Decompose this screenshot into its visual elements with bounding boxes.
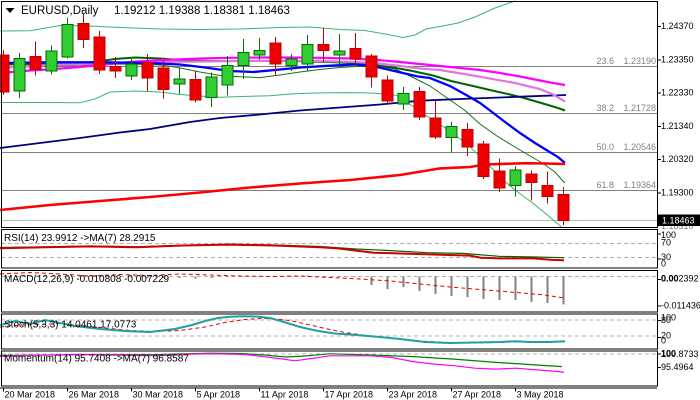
- svg-text:1.19300: 1.19300: [661, 188, 694, 198]
- svg-text:Stoch(5,3,3) 14.0461 17.0773: Stoch(5,3,3) 14.0461 17.0773: [4, 320, 137, 331]
- svg-text:1.21728: 1.21728: [623, 103, 656, 113]
- svg-text:80: 80: [661, 315, 671, 325]
- svg-text:11 Apr 2018: 11 Apr 2018: [261, 390, 309, 400]
- svg-text:1.18463: 1.18463: [662, 216, 695, 226]
- svg-text:17 Apr 2018: 17 Apr 2018: [325, 390, 374, 400]
- svg-text:61.8: 61.8: [596, 180, 614, 190]
- svg-text:1.19364: 1.19364: [623, 180, 656, 190]
- svg-text:0.002392: 0.002392: [661, 274, 699, 284]
- svg-text:3 May 2018: 3 May 2018: [517, 390, 564, 400]
- svg-text:95.4964: 95.4964: [661, 362, 694, 372]
- svg-text:50.0: 50.0: [596, 142, 614, 152]
- svg-text:100.8733: 100.8733: [661, 349, 699, 359]
- svg-text:27 Apr 2018: 27 Apr 2018: [453, 390, 502, 400]
- svg-text:1.23190: 1.23190: [623, 56, 656, 66]
- svg-text:0: 0: [661, 336, 666, 346]
- svg-text:-0.011436: -0.011436: [661, 301, 700, 311]
- svg-text:30: 30: [661, 252, 671, 262]
- svg-text:1.23350: 1.23350: [661, 54, 694, 64]
- svg-text:0: 0: [661, 259, 666, 269]
- svg-text:EURUSD,Daily: EURUSD,Daily: [21, 5, 99, 17]
- svg-text:1.22330: 1.22330: [661, 88, 694, 98]
- svg-text:1.19212 1.19388 1.18381 1.1846: 1.19212 1.19388 1.18381 1.18463: [114, 5, 290, 17]
- svg-text:100: 100: [661, 230, 676, 240]
- svg-text:20 Mar 2018: 20 Mar 2018: [5, 390, 56, 400]
- svg-text:1.20320: 1.20320: [661, 154, 694, 164]
- svg-text:RSI(14) 23.9912 ->MA(7) 28.29: RSI(14) 23.9912 ->MA(7) 28.2915: [4, 233, 156, 244]
- svg-text:38.2: 38.2: [596, 103, 614, 113]
- svg-text:23 Apr 2018: 23 Apr 2018: [389, 390, 438, 400]
- svg-text:1.24370: 1.24370: [661, 21, 694, 31]
- svg-text:1.20546: 1.20546: [623, 142, 656, 152]
- svg-text:26 Mar 2018: 26 Mar 2018: [69, 390, 120, 400]
- svg-text:MACD(12,26,9) -0.010808 -0.007: MACD(12,26,9) -0.010808 -0.007229: [4, 274, 170, 285]
- svg-text:23.6: 23.6: [596, 56, 614, 66]
- svg-text:5 Apr 2018: 5 Apr 2018: [197, 390, 241, 400]
- svg-text:1.21340: 1.21340: [661, 121, 694, 131]
- svg-text:Momentum(14) 95.7408 ->MA(7): Momentum(14) 95.7408 ->MA(7) 96.8587: [4, 354, 189, 365]
- svg-text:20: 20: [661, 331, 671, 341]
- svg-text:100: 100: [661, 313, 676, 323]
- svg-text:30 Mar 2018: 30 Mar 2018: [133, 390, 184, 400]
- svg-text:70: 70: [661, 237, 671, 247]
- svg-text:0.00: 0.00: [661, 274, 679, 284]
- svg-text:100: 100: [661, 349, 676, 359]
